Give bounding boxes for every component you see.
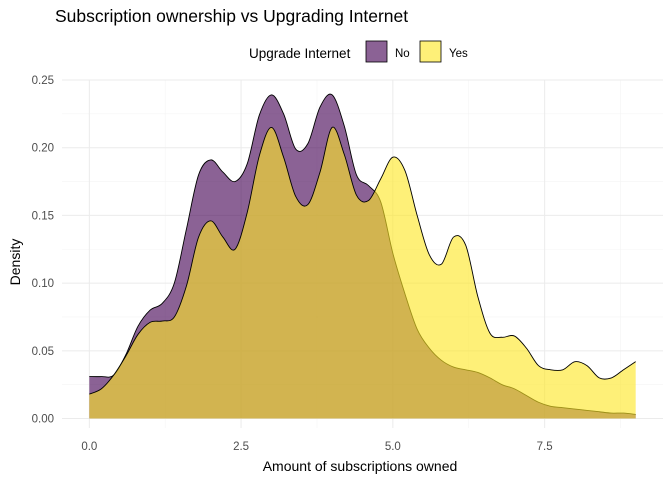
x-axis-tick-labels: 0.0 2.5 5.0 7.5 [81, 441, 552, 453]
y-axis-tick-labels: 0.00 0.05 0.10 0.15 0.20 0.25 [32, 75, 54, 426]
density-area-yes [89, 127, 636, 419]
legend-key-yes [419, 40, 442, 63]
legend: Upgrade Internet No Yes [249, 40, 468, 63]
y-tick-label: 0.10 [32, 278, 54, 290]
y-tick-label: 0.20 [32, 143, 54, 155]
y-axis-title: Density [7, 239, 23, 286]
y-tick-label: 0.25 [32, 75, 54, 87]
y-tick-label: 0.15 [32, 210, 54, 222]
y-tick-label: 0.05 [32, 346, 54, 358]
x-tick-label: 5.0 [385, 441, 401, 453]
x-tick-label: 0.0 [81, 441, 97, 453]
y-tick-label: 0.00 [32, 414, 54, 426]
legend-label-yes: Yes [449, 48, 468, 60]
density-curve-yes [89, 126, 636, 395]
legend-label-no: No [395, 48, 410, 60]
density-areas [89, 93, 636, 419]
x-tick-label: 7.5 [537, 441, 553, 453]
x-axis-title: Amount of subscriptions owned [263, 458, 458, 474]
x-tick-label: 2.5 [233, 441, 249, 453]
legend-key-no [365, 40, 388, 63]
chart-title: Subscription ownership vs Upgrading Inte… [55, 6, 408, 26]
legend-title: Upgrade Internet [249, 46, 351, 61]
